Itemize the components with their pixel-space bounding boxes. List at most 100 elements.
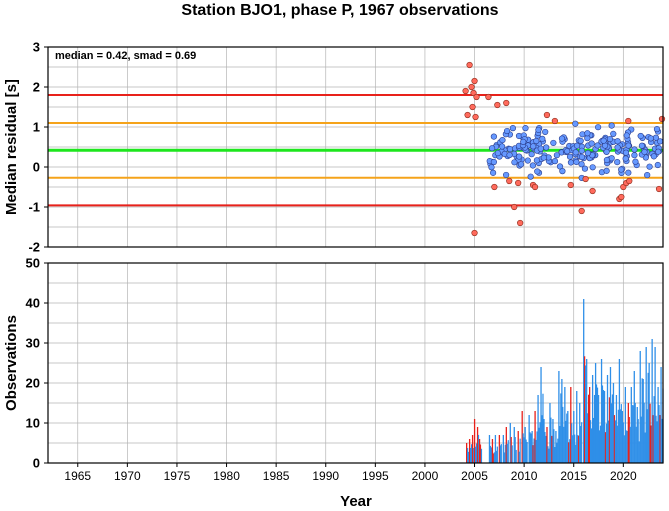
outlier-point	[515, 179, 522, 187]
observation-bar	[479, 444, 482, 463]
observation-bar	[552, 419, 554, 463]
residual-point	[581, 165, 589, 172]
residual-point	[588, 140, 595, 147]
observation-bar	[524, 427, 526, 463]
x-tick-label: 1975	[164, 469, 191, 483]
observation-bar	[465, 443, 468, 463]
residual-point	[610, 130, 617, 137]
y-tick-label: 20	[26, 376, 40, 391]
observation-bar	[557, 438, 559, 463]
observation-bar	[517, 431, 519, 463]
residual-point	[558, 135, 566, 142]
residual-point	[551, 158, 559, 165]
outlier-point	[625, 117, 632, 125]
observation-bar	[572, 435, 574, 463]
observation-bar	[467, 451, 470, 463]
residual-point	[517, 161, 525, 168]
observation-bar	[637, 419, 639, 463]
residual-point	[577, 137, 584, 145]
observation-bar	[650, 425, 652, 463]
residual-point	[540, 154, 547, 161]
observation-bar	[603, 391, 606, 463]
observation-bar	[495, 450, 497, 463]
observation-bar	[502, 435, 504, 463]
y-tick-label: 40	[26, 296, 40, 311]
observation-bar	[570, 387, 572, 463]
x-tick-label: 2000	[412, 469, 439, 483]
observation-bar	[616, 425, 618, 463]
observation-bar	[579, 403, 581, 463]
observation-bar	[615, 395, 618, 463]
observation-bar	[575, 444, 577, 463]
observation-bar	[538, 427, 540, 463]
observation-bar	[560, 393, 562, 463]
observation-bar	[475, 443, 478, 463]
observation-bar	[618, 359, 621, 463]
observation-bar	[528, 415, 530, 463]
observation-bar	[510, 437, 512, 463]
observation-bar	[583, 299, 585, 463]
observation-bar	[634, 402, 636, 463]
residual-point	[528, 151, 535, 158]
residual-point	[653, 126, 661, 133]
x-tick-label: 1990	[312, 469, 339, 483]
observation-bar	[543, 419, 545, 463]
observation-bar	[580, 426, 582, 463]
residual-point	[524, 157, 531, 164]
outlier-point	[471, 77, 478, 85]
observation-bar	[551, 435, 553, 463]
x-tick-label: 1980	[213, 469, 240, 483]
observation-bar	[536, 431, 538, 463]
observation-bar	[641, 378, 643, 463]
outlier-point	[464, 111, 471, 119]
observation-bar	[586, 359, 588, 463]
observation-bar	[526, 441, 528, 463]
observation-bar	[506, 443, 508, 463]
residual-annotation: median = 0.42, smad = 0.69	[55, 50, 196, 62]
x-axis-ticks: 1965 1970 1975 1980 1985 1990 1995 2000 2005 2010…	[64, 463, 637, 483]
residual-point	[646, 163, 653, 170]
observation-bar	[601, 385, 604, 463]
observation-bar	[574, 434, 576, 463]
outlier-point	[618, 193, 625, 201]
residual-point	[579, 131, 586, 138]
observation-bar	[599, 425, 602, 463]
observation-bar	[597, 395, 600, 463]
observation-bar	[569, 439, 571, 463]
residual-point	[641, 148, 648, 156]
residual-point	[638, 142, 646, 149]
observation-bar	[558, 371, 560, 463]
observation-bar	[604, 432, 607, 463]
observation-bar	[468, 439, 471, 463]
observation-bar	[635, 426, 637, 463]
residual-point	[533, 137, 540, 145]
observation-bar	[622, 422, 624, 463]
observation-bar	[590, 428, 593, 463]
observation-bar	[547, 446, 549, 463]
residual-point	[572, 120, 579, 127]
observation-bar	[584, 356, 586, 463]
observation-bar	[503, 452, 505, 463]
residual-point	[578, 153, 586, 161]
observation-bar	[648, 363, 650, 463]
observation-bar	[533, 438, 535, 463]
observation-bar	[585, 365, 587, 463]
observation-bar	[592, 417, 595, 463]
observation-bar	[469, 447, 472, 463]
x-tick-label: 2020	[610, 469, 637, 483]
residual-point	[614, 159, 621, 166]
residual-point	[622, 149, 630, 156]
observation-bar	[521, 411, 523, 463]
outlier-point	[506, 177, 513, 185]
observation-bar	[607, 420, 610, 463]
residual-point	[499, 143, 506, 150]
outlier-point	[503, 99, 510, 107]
observation-bar	[562, 406, 564, 463]
residual-point	[490, 158, 497, 166]
y-tick-label: -2	[28, 240, 40, 255]
observation-bar	[500, 444, 502, 463]
outlier-point	[551, 117, 558, 125]
observation-bar	[610, 403, 613, 463]
residual-panel: -2 -1 0 1 2 3 median = 0.42, smad = 0.69 Medi…	[3, 40, 666, 255]
observation-bar	[504, 444, 506, 463]
